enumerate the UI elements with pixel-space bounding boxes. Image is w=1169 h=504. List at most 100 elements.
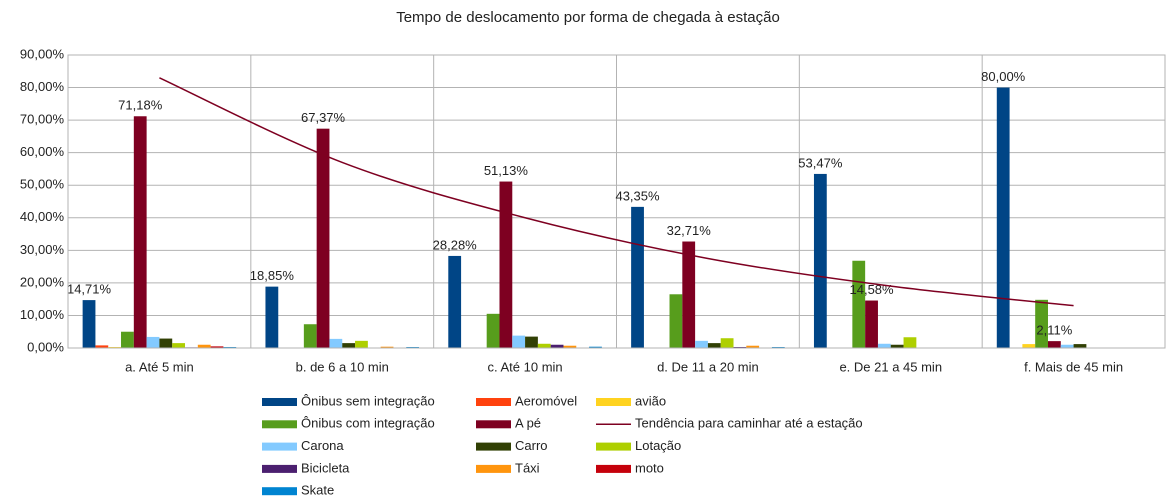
- bar: [448, 255, 462, 348]
- legend-label: Ônibus sem integração: [301, 393, 435, 408]
- bar: [303, 324, 317, 348]
- bar: [486, 313, 500, 348]
- bar: [210, 346, 224, 348]
- bar: [537, 343, 551, 348]
- legend-swatch: [262, 420, 297, 429]
- bar: [1035, 299, 1048, 348]
- bar: [329, 338, 343, 348]
- data-label: 32,71%: [667, 223, 712, 238]
- legend-label: Carro: [515, 438, 548, 453]
- data-label: 2,11%: [1036, 323, 1072, 338]
- legend-swatch: [596, 398, 631, 406]
- bar: [342, 343, 356, 348]
- data-label: 14,71%: [67, 282, 112, 297]
- bar: [890, 344, 904, 348]
- y-tick-label: 40,00%: [20, 209, 65, 224]
- bar: [589, 346, 602, 348]
- bar: [903, 337, 917, 348]
- data-label: 53,47%: [798, 155, 843, 170]
- bar: [146, 336, 160, 348]
- legend-swatch: [262, 398, 297, 406]
- bar: [550, 344, 564, 348]
- y-tick-label: 60,00%: [20, 144, 65, 159]
- y-tick-label: 30,00%: [20, 242, 65, 257]
- trend-line: [159, 77, 1074, 307]
- bar: [499, 181, 513, 348]
- bar: [172, 343, 186, 348]
- legend-label: Tendência para caminhar até a estação: [635, 416, 863, 431]
- bar: [682, 241, 696, 348]
- data-label: 51,13%: [484, 163, 529, 178]
- legend-label: Bicicleta: [301, 460, 350, 475]
- bar: [95, 345, 109, 348]
- bar: [877, 343, 891, 348]
- bar: [512, 335, 526, 348]
- bar: [813, 173, 827, 348]
- bar: [996, 87, 1010, 349]
- x-tick-label: a. Até 5 min: [125, 359, 194, 374]
- y-tick-label: 20,00%: [20, 274, 65, 289]
- y-tick-label: 0,00%: [27, 339, 64, 354]
- legend-label: moto: [635, 460, 664, 475]
- y-tick-label: 70,00%: [20, 112, 65, 127]
- bar: [1022, 344, 1036, 348]
- legend-swatch: [596, 442, 631, 451]
- chart-title: Tempo de deslocamento por forma de chega…: [396, 9, 780, 26]
- bar: [852, 260, 866, 348]
- legend-label: avião: [635, 393, 666, 408]
- bar: [707, 343, 721, 348]
- bar: [695, 340, 708, 348]
- legend-swatch: [596, 464, 631, 473]
- bar: [265, 286, 279, 348]
- x-tick-label: c. Até 10 min: [488, 359, 563, 374]
- data-label: 67,37%: [301, 110, 346, 125]
- bar: [746, 345, 760, 348]
- bar: [1073, 344, 1087, 348]
- bar: [316, 128, 330, 348]
- bar: [865, 300, 878, 348]
- legend-label: Táxi: [515, 460, 540, 475]
- legend-label: Aeromóvel: [515, 393, 577, 408]
- legend-swatch: [476, 420, 511, 429]
- legend-label: A pé: [515, 416, 541, 431]
- plot-border: [67, 54, 1166, 349]
- legend-swatch: [476, 442, 511, 451]
- y-tick-label: 50,00%: [20, 177, 65, 192]
- data-label: 18,85%: [250, 268, 295, 283]
- y-tick-label: 10,00%: [20, 307, 65, 322]
- bar: [133, 116, 147, 348]
- x-tick-label: f. Mais de 45 min: [1024, 359, 1123, 374]
- bar: [669, 294, 683, 348]
- bar: [355, 340, 368, 348]
- legend-label: Skate: [301, 483, 334, 498]
- data-label: 71,18%: [118, 98, 163, 113]
- y-tick-label: 90,00%: [20, 46, 65, 61]
- bar: [1047, 341, 1061, 348]
- legend-label: Carona: [301, 438, 344, 453]
- legend-swatch: [476, 398, 511, 406]
- legend-swatch: [476, 464, 511, 473]
- x-tick-label: b. de 6 a 10 min: [296, 359, 389, 374]
- bar: [525, 336, 538, 348]
- data-label: 80,00%: [981, 69, 1026, 84]
- bar: [159, 338, 173, 348]
- bar: [631, 206, 644, 348]
- bar: [563, 345, 577, 348]
- bar: [1060, 344, 1074, 348]
- legend-swatch: [262, 487, 297, 496]
- bar: [82, 300, 96, 348]
- y-tick-label: 80,00%: [20, 79, 65, 94]
- data-label: 28,28%: [433, 237, 478, 252]
- legend-swatch: [262, 464, 297, 473]
- bar: [121, 331, 134, 348]
- bar: [720, 338, 734, 348]
- legend-label: Lotação: [635, 438, 681, 453]
- legend-swatch: [262, 442, 297, 451]
- data-label: 43,35%: [615, 188, 660, 203]
- legend-label: Ônibus com integração: [301, 416, 435, 431]
- bar: [197, 344, 211, 348]
- x-tick-label: e. De 21 a 45 min: [839, 359, 942, 374]
- x-tick-label: d. De 11 a 20 min: [657, 359, 759, 374]
- bar: [380, 346, 394, 348]
